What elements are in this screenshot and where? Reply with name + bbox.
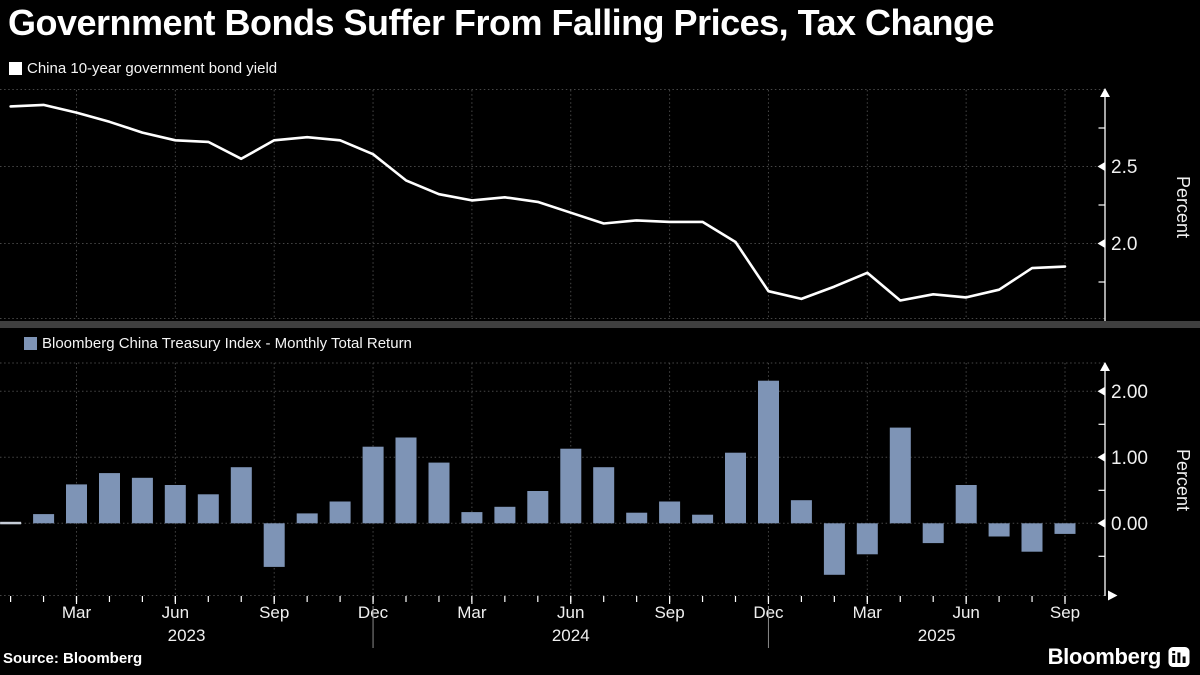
legend-line-series: China 10-year government bond yield — [9, 60, 277, 77]
bar-aug-2023 — [230, 467, 252, 524]
bloomberg-logo-text: Bloomberg — [1047, 644, 1162, 669]
xtick-label: Sep — [259, 603, 289, 622]
year-label: 2025 — [918, 626, 956, 645]
ytick-label-bottom: 1.00 — [1111, 448, 1148, 469]
bar-sep-2023 — [263, 523, 285, 567]
xtick-label: Mar — [457, 603, 487, 622]
bar-jun-2023 — [164, 485, 186, 524]
bar-dec-2024 — [758, 380, 779, 524]
axis-up-arrow-icon — [1100, 88, 1110, 97]
year-label: 2023 — [168, 626, 206, 645]
bar-jul-2025 — [988, 523, 1010, 537]
panel-separator — [0, 321, 1200, 328]
bar-may-2024 — [527, 491, 549, 524]
bar-jan-2024 — [395, 437, 417, 524]
ylabel-bottom-percent: Percent — [1173, 449, 1193, 511]
bloomberg-chart-icon — [1168, 647, 1190, 667]
axis-tick-arrow-icon — [1097, 452, 1105, 462]
bar-jun-2024 — [560, 448, 582, 524]
bar-dec-2023 — [362, 446, 384, 524]
xtick-label: Sep — [1050, 603, 1080, 622]
bar-mar-2023 — [66, 484, 87, 524]
source-credit: Source: Bloomberg — [3, 650, 143, 667]
ytick-label-bottom: 0.00 — [1111, 514, 1148, 535]
bar-may-2025 — [922, 523, 944, 544]
legend-bar-label: Bloomberg China Treasury Index - Monthly… — [42, 335, 412, 352]
bar-may-2023 — [131, 477, 153, 524]
bar-mar-2025 — [856, 523, 878, 555]
xaxis-right-arrow-icon — [1108, 590, 1118, 601]
bar-jun-2025 — [955, 485, 977, 524]
bar-jul-2023 — [197, 494, 219, 524]
bar-jan-2023 — [0, 521, 22, 525]
bar-sep-2025 — [1054, 523, 1076, 534]
ylabel-top-percent: Percent — [1173, 176, 1193, 238]
axis-tick-arrow-icon — [1097, 518, 1105, 528]
xtick-label: Jun — [162, 603, 189, 622]
xtick-label: Sep — [654, 603, 684, 622]
bar-aug-2024 — [626, 512, 648, 524]
xtick-label: Jun — [952, 603, 979, 622]
axis-up-arrow-icon — [1100, 362, 1110, 371]
bar-feb-2023 — [33, 514, 55, 524]
axis-tick-arrow-icon — [1097, 239, 1105, 248]
bar-apr-2025 — [889, 427, 911, 524]
bloomberg-logo: Bloomberg — [1048, 644, 1190, 670]
bar-feb-2025 — [823, 523, 845, 575]
yield-line-series — [9, 103, 1067, 302]
ytick-label-top: 2.0 — [1111, 234, 1137, 255]
bar-mar-2024 — [461, 512, 483, 524]
bar-apr-2024 — [494, 506, 516, 524]
bar-jul-2024 — [593, 467, 615, 524]
axis-tick-arrow-icon — [1097, 386, 1105, 396]
bar-sep-2024 — [659, 501, 681, 524]
bar-feb-2024 — [428, 462, 450, 524]
legend-bar-series: Bloomberg China Treasury Index - Monthly… — [24, 335, 412, 352]
bar-jan-2025 — [790, 500, 812, 524]
line-series-swatch-icon — [9, 62, 22, 75]
bar-aug-2025 — [1021, 523, 1043, 552]
bar-nov-2023 — [329, 501, 351, 524]
legend-line-label: China 10-year government bond yield — [27, 60, 278, 77]
bar-nov-2024 — [725, 452, 746, 524]
chart-title: Government Bonds Suffer From Falling Pri… — [8, 2, 995, 43]
ytick-label-top: 2.5 — [1111, 157, 1137, 178]
bar-series-swatch-icon — [24, 337, 37, 350]
bar-oct-2024 — [692, 514, 714, 524]
bar-oct-2023 — [296, 513, 318, 524]
year-label: 2024 — [552, 626, 590, 645]
xtick-label: Mar — [853, 603, 883, 622]
ytick-label-bottom: 2.00 — [1111, 382, 1148, 403]
axis-tick-arrow-icon — [1097, 162, 1105, 171]
bar-apr-2023 — [99, 473, 120, 524]
xtick-label: Jun — [557, 603, 584, 622]
xtick-label: Mar — [62, 603, 92, 622]
